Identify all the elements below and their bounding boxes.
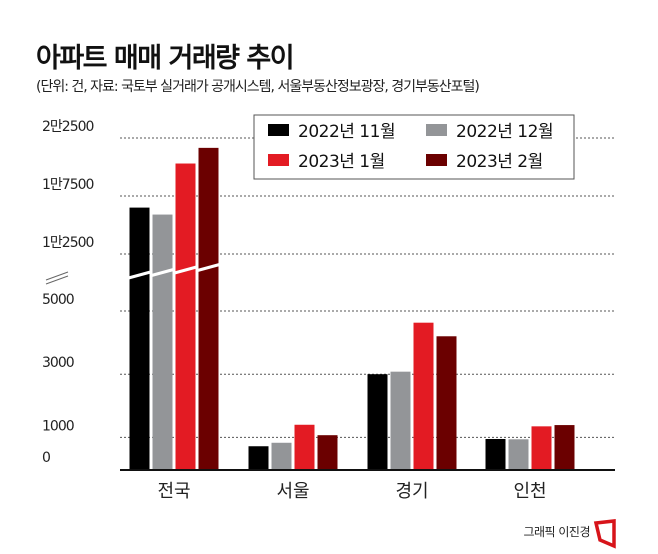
bar-전국-2023년 1월 [175,163,196,469]
bar-경기-2022년 11월 [367,374,388,469]
bar-전국-2023년 2월 [198,147,219,470]
y-tick-label: 1만2500 [42,235,94,251]
y-tick-label: 5000 [42,292,74,308]
legend-swatch [268,154,289,166]
bar-break-mark [174,265,197,275]
y-tick-label: 0 [42,450,50,466]
x-category-label: 인천 [513,481,546,502]
chart-title: 아파트 매매 거래량 추이 [36,43,295,74]
bar-경기-2023년 1월 [413,322,434,469]
bar-서울-2022년 11월 [248,446,269,469]
legend-label: 2023년 1월 [298,152,385,172]
x-category-label: 전국 [157,481,190,502]
bar-break-mark [128,270,151,280]
chart-subtitle: (단위: 건, 자료: 국토부 실거래가 공개시스템, 서울부동산정보광장, 경… [36,79,480,95]
bar-전국-2022년 12월 [152,214,173,469]
bar-서울-2022년 12월 [271,442,292,469]
legend-box [253,114,575,180]
bar-서울-2023년 2월 [317,435,338,469]
x-category-label: 경기 [395,481,428,502]
logo-icon [593,519,616,549]
y-tick-label: 2만2500 [42,119,94,135]
x-category-label: 서울 [276,481,309,502]
bar-경기-2023년 2월 [436,336,457,469]
bar-break-mark [151,268,174,277]
legend-label: 2023년 2월 [456,152,543,172]
credit-text: 그래픽 이진경 [523,525,590,539]
bar-break-mark [197,263,220,272]
bar-전국-2022년 11월 [129,207,150,469]
y-tick-label: 1000 [42,418,74,434]
axis-break-icon [45,271,69,281]
bar-인천-2023년 2월 [554,425,575,469]
bar-인천-2022년 12월 [508,439,529,469]
legend-swatch [426,124,447,136]
legend-label: 2022년 11월 [298,122,395,142]
bar-서울-2023년 1월 [294,424,315,469]
bar-인천-2022년 11월 [485,438,506,469]
legend-swatch [268,124,289,136]
legend-label: 2022년 12월 [456,122,553,142]
y-tick-label: 1만7500 [42,177,94,193]
axis-break-icon [45,275,69,285]
y-tick-label: 3000 [42,355,74,371]
legend-swatch [426,154,447,166]
bar-경기-2022년 12월 [390,371,411,469]
bar-인천-2023년 1월 [531,426,552,469]
